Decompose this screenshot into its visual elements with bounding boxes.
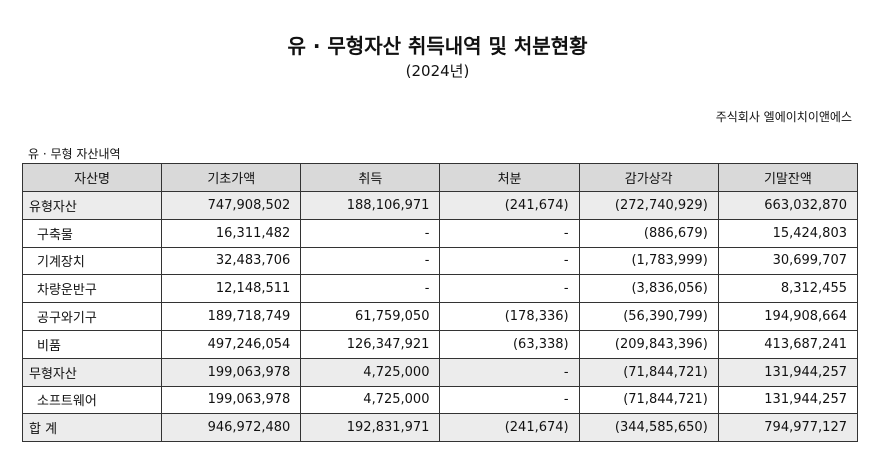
cell: 194,908,664 [717,302,859,331]
cell: 30,699,707 [717,246,859,276]
cell: - [300,218,441,248]
row-label: 유형자산 [21,191,163,220]
table-row: 비품 497,246,054 126,347,921 (63,338) (209,843… [21,329,859,359]
table-row: 합 계 946,972,480 192,831,971 (241,674) (344,5… [21,413,859,443]
row-label: 합 계 [21,413,163,443]
cell: - [439,385,580,415]
row-label: 소프트웨어 [21,385,163,415]
cell: (1,783,999) [578,246,719,276]
cell: - [300,274,441,304]
table-row: 무형자산 199,063,978 4,725,000- (71,844,721) 131… [21,357,859,387]
cell: 131,944,257 [717,385,859,415]
cell: - [439,246,580,276]
cell: 32,483,706 [161,246,302,276]
row-label: 무형자산 [21,357,163,387]
table-row: 공구와기구 189,718,749 61,759,050 (178,336) (56,3… [21,302,859,331]
cell: 199,063,978 [161,385,302,415]
cell: 946,972,480 [161,413,302,443]
column-header: 기말잔액 [717,163,859,192]
cell: (209,843,396) [578,329,719,359]
title: 유 · 무형자산 취득내역 및 처분현황 [287,34,588,58]
company: 주식회사 엘에이치이앤에스 [715,110,852,124]
cell: 61,759,050 [300,302,441,331]
cell: 16,311,482 [161,218,302,248]
cell: 126,347,921 [300,329,441,359]
cell: 189,718,749 [161,302,302,331]
table-caption: 유 · 무형 자산내역 [28,147,121,161]
cell: (241,674) [439,191,580,220]
asset-table: 자산명 기초가액 취득 처분 감가상각 기말잔액 유형자산 747,908,502 188,1… [21,163,859,443]
cell: 497,246,054 [161,329,302,359]
column-header: 자산명 [21,163,163,192]
cell: (63,338) [439,329,580,359]
cell: (178,336) [439,302,580,331]
table-row: 유형자산 747,908,502 188,106,971 (241,674) (272,… [21,191,859,220]
table-row: 차량운반구 12,148,511- - (3,836,056) 8,312,455 [21,274,859,304]
column-header: 기초가액 [161,163,302,192]
table-row: 소프트웨어 199,063,978 4,725,000- (71,844,721) 13… [21,385,859,415]
row-label: 기계장치 [21,246,163,276]
cell: 15,424,803 [717,218,859,248]
row-label: 비품 [21,329,163,359]
header-row: 자산명 기초가액 취득 처분 감가상각 기말잔액 [21,163,859,192]
cell: 12,148,511 [161,274,302,304]
row-label: 차량운반구 [21,274,163,304]
cell: 4,725,000 [300,385,441,415]
cell: - [300,246,441,276]
row-label: 공구와기구 [21,302,163,331]
cell: (56,390,799) [578,302,719,331]
table-row: 구축물 16,311,482- - (886,679) 15,424,803 [21,218,859,248]
subtitle: (2024년) [405,62,470,80]
column-header: 취득 [300,163,441,192]
cell: (241,674) [439,413,580,443]
cell: 192,831,971 [300,413,441,443]
cell: - [439,357,580,387]
cell: (71,844,721) [578,385,719,415]
row-label: 구축물 [21,218,163,248]
cell: 794,977,127 [717,413,859,443]
cell: 199,063,978 [161,357,302,387]
cell: 188,106,971 [300,191,441,220]
cell: 4,725,000 [300,357,441,387]
cell: 8,312,455 [717,274,859,304]
cell: 663,032,870 [717,191,859,220]
cell: (344,585,650) [578,413,719,443]
cell: 413,687,241 [717,329,859,359]
cell: (3,836,056) [578,274,719,304]
cell: (71,844,721) [578,357,719,387]
cell: 747,908,502 [161,191,302,220]
cell: 131,944,257 [717,357,859,387]
cell: (886,679) [578,218,719,248]
column-header: 감가상각 [578,163,719,192]
cell: - [439,218,580,248]
table-body: 유형자산 747,908,502 188,106,971 (241,674) (272,… [21,191,859,443]
cell: - [439,274,580,304]
cell: (272,740,929) [578,191,719,220]
column-header: 처분 [439,163,580,192]
table-row: 기계장치 32,483,706- - (1,783,999) 30,699,707 [21,246,859,276]
